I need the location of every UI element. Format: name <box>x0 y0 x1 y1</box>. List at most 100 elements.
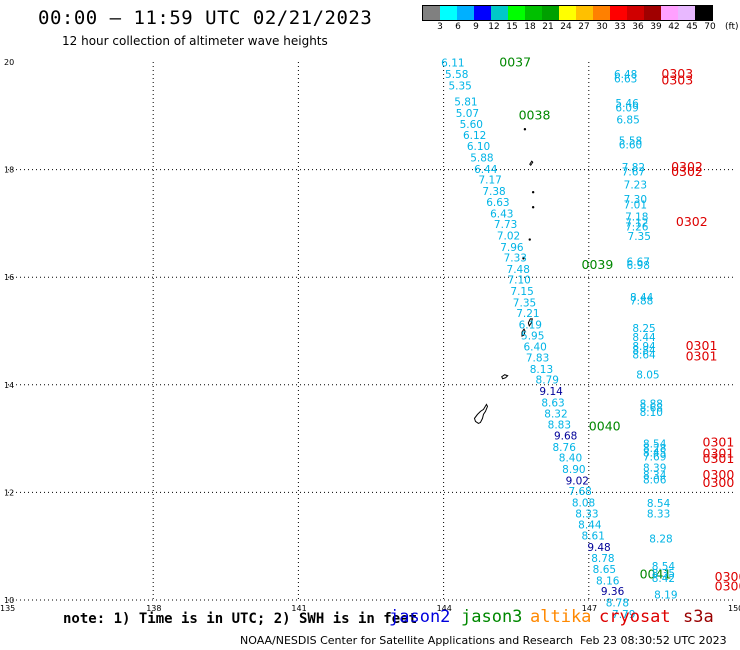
wave-height-label: 7.33 <box>504 253 527 265</box>
wave-height-label: 6.48 <box>614 69 637 81</box>
wave-height-label: 8.05 <box>636 369 659 381</box>
wave-height-label: 7.23 <box>624 179 647 191</box>
pass-number-label: 0038 <box>519 108 551 123</box>
wave-height-label: 8.54 <box>647 498 671 510</box>
island-guam <box>473 403 489 424</box>
wave-height-label: 8.40 <box>559 453 582 465</box>
wave-height-label: 8.34 <box>643 470 667 482</box>
pass-number-label: 0301 <box>686 338 718 353</box>
wave-height-label: 9.36 <box>601 586 625 598</box>
wave-height-label: 9.48 <box>587 542 610 554</box>
lon-tick-label: 135 <box>0 604 15 613</box>
color-scale-label: 45 <box>686 22 698 32</box>
color-scale-bar <box>422 5 713 21</box>
wave-height-label: 7.30 <box>624 194 647 206</box>
color-swatch <box>474 6 491 20</box>
wave-height-label: 8.64 <box>632 349 656 361</box>
page-subtitle: 12 hour collection of altimeter wave hei… <box>62 34 328 48</box>
wave-height-label: 6.09 <box>615 102 638 114</box>
island-sarigan <box>528 238 531 241</box>
lon-tick-label: 147 <box>582 604 597 613</box>
color-scale-label: 27 <box>578 22 590 32</box>
wave-height-label: 7.35 <box>513 297 536 309</box>
pass-number-label: 0039 <box>582 257 614 272</box>
pass-number-label: 0300 <box>715 578 740 593</box>
wave-height-label: 7.96 <box>500 242 524 254</box>
wave-height-label: 5.58 <box>445 69 468 81</box>
color-swatch <box>542 6 559 20</box>
wave-height-label: 6.12 <box>463 130 486 142</box>
wave-height-label: 6.85 <box>616 114 639 126</box>
wave-height-label: 5.95 <box>521 331 544 343</box>
wave-height-label: 8.35 <box>652 568 675 580</box>
pass-number-label: 0303 <box>661 66 693 81</box>
wave-height-label: 6.63 <box>486 197 509 209</box>
lat-tick-label: 12 <box>4 488 14 497</box>
pass-number-label: 0301 <box>703 445 735 460</box>
wave-height-label: 9.14 <box>539 386 563 398</box>
island-tinian <box>521 328 526 337</box>
wave-height-label: 7.26 <box>625 221 649 233</box>
wave-height-label: 8.32 <box>544 409 567 421</box>
wave-height-label: 8.54 <box>643 439 667 451</box>
pass-number-label: 0300 <box>715 569 740 584</box>
footer-timestamp: Feb 23 08:30:52 UTC 2023 <box>580 634 727 647</box>
color-swatch <box>610 6 627 20</box>
wave-height-label: 7.12 <box>625 218 648 230</box>
wave-height-label: 7.88 <box>630 296 653 308</box>
pass-number-label: 0300 <box>703 475 735 490</box>
wave-height-label: 7.01 <box>624 199 647 211</box>
wave-height-label: 5.07 <box>456 108 479 120</box>
wave-height-label: 8.44 <box>632 332 656 344</box>
legend-cryosat: cryosat <box>599 607 671 627</box>
wave-height-label: 8.44 <box>630 292 654 304</box>
wave-height-label: 6.60 <box>619 140 642 152</box>
pass-number-label: 0302 <box>676 214 708 229</box>
wave-height-label: 5.60 <box>460 119 483 131</box>
wave-height-label: 8.54 <box>652 561 676 573</box>
color-scale-label: 30 <box>596 22 608 32</box>
color-scale-unit: (ft) <box>725 22 739 32</box>
wave-height-label: 6.11 <box>441 57 464 69</box>
wave-height-label: 7.79 <box>612 609 635 621</box>
wave-height-label: 8.61 <box>582 531 605 543</box>
wave-height-label: 8.44 <box>578 519 602 531</box>
pass-number-label: 0300 <box>703 467 735 482</box>
color-swatch <box>627 6 644 20</box>
wave-height-label: 8.28 <box>643 443 666 455</box>
lon-tick-label: 150 <box>728 604 740 613</box>
wave-height-label: 7.21 <box>516 308 539 320</box>
wave-height-label: 8.33 <box>575 509 598 521</box>
wave-height-label: 8.83 <box>548 419 571 431</box>
wave-height-label: 7.18 <box>625 212 648 224</box>
wave-height-label: 8.08 <box>572 497 595 509</box>
color-swatch <box>661 6 678 20</box>
island-pagan <box>529 160 534 167</box>
page-title: 00:00 – 11:59 UTC 02/21/2023 <box>38 7 373 29</box>
wave-height-label: 6.63 <box>614 73 637 85</box>
wave-height-label: 8.13 <box>530 364 553 376</box>
wave-height-label: 8.06 <box>643 474 667 486</box>
wave-height-label: 5.81 <box>454 97 477 109</box>
legend-jason3: jason3 <box>461 607 523 627</box>
wave-height-label: 7.82 <box>622 162 645 174</box>
lat-tick-label: 18 <box>4 166 14 175</box>
wave-height-label: 7.15 <box>510 286 533 298</box>
color-scale-label: 6 <box>455 22 461 32</box>
island-anatahan <box>522 257 525 260</box>
color-scale-label: 18 <box>524 22 536 32</box>
wave-height-label: 6.43 <box>490 208 513 220</box>
color-swatch <box>423 6 440 20</box>
wave-height-label: 6.67 <box>627 256 650 268</box>
wave-height-label: 7.67 <box>622 167 645 179</box>
lat-tick-label: 10 <box>4 596 14 605</box>
legend-s3a: s3a <box>683 607 714 627</box>
wave-height-label: 7.02 <box>497 231 520 243</box>
wave-height-label: 8.10 <box>640 407 663 419</box>
wave-height-label: 7.48 <box>507 264 530 276</box>
pass-number-label: 0302 <box>671 164 703 179</box>
wave-height-label: 8.84 <box>632 345 656 357</box>
footer-agency: NOAA/NESDIS Center for Satellite Applica… <box>240 634 574 647</box>
wave-height-label: 7.73 <box>494 219 517 231</box>
